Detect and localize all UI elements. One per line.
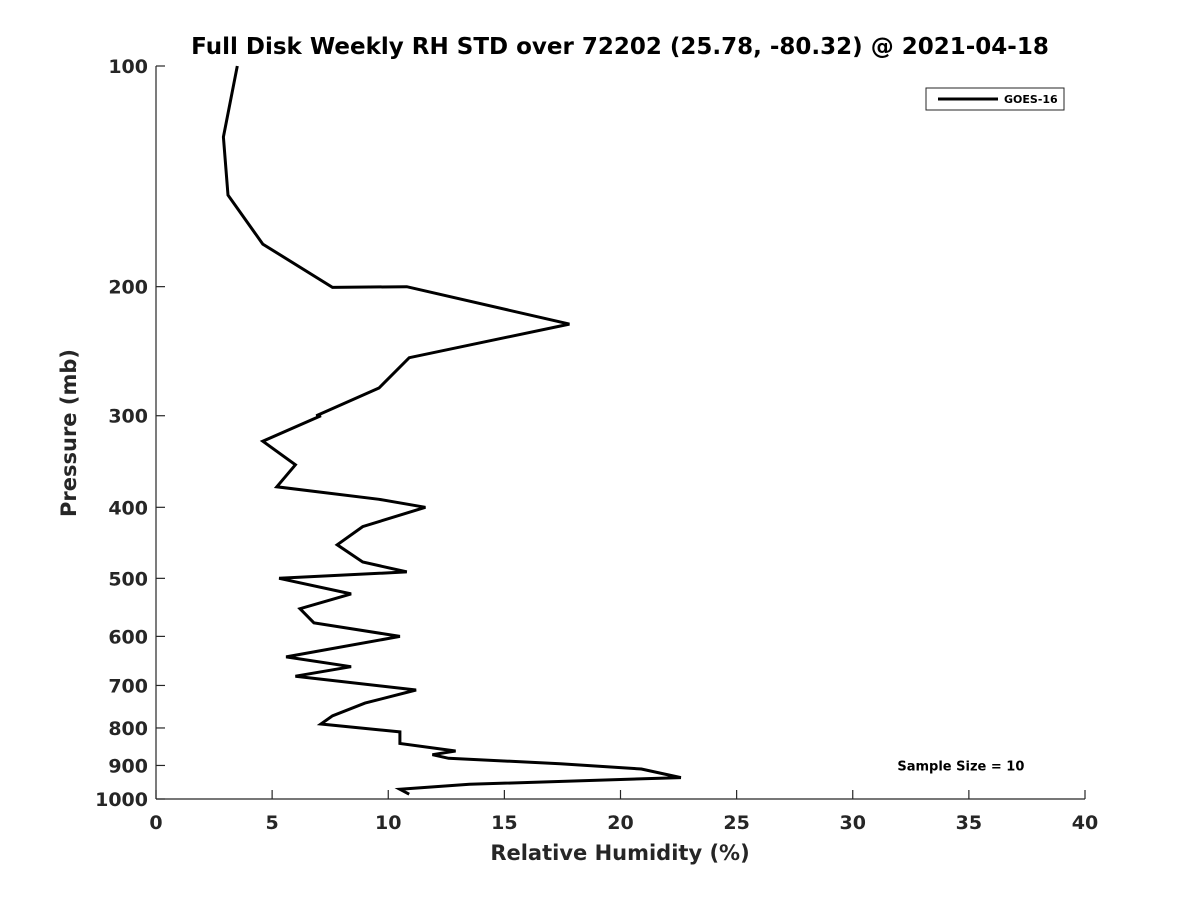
x-tick-label: 40 xyxy=(1072,812,1098,834)
x-tick-label: 10 xyxy=(375,812,401,834)
y-tick-label: 300 xyxy=(108,406,148,428)
legend-label: GOES-16 xyxy=(1004,93,1058,106)
x-tick-label: 5 xyxy=(266,812,279,834)
y-tick-label: 100 xyxy=(108,56,148,78)
x-tick-label: 15 xyxy=(491,812,517,834)
plot-area: 0 5 10 15 20 25 30 35 40 100 200 300 400 500 600 700 80… xyxy=(95,56,1098,834)
y-tick-label: 800 xyxy=(108,718,148,740)
y-tick-label: 400 xyxy=(108,497,148,519)
x-axis-ticks: 0 5 10 15 20 25 30 35 40 xyxy=(149,790,1098,834)
y-tick-label: 500 xyxy=(108,568,148,590)
x-tick-label: 20 xyxy=(607,812,633,834)
series-layer xyxy=(221,65,682,796)
chart-title: Full Disk Weekly RH STD over 72202 (25.7… xyxy=(191,34,1049,60)
y-axis-ticks: 100 200 300 400 500 600 700 800 900 1000 xyxy=(95,56,165,811)
y-tick-label: 900 xyxy=(108,755,148,777)
x-tick-label: 0 xyxy=(149,812,162,834)
series-line-0 xyxy=(221,65,682,796)
y-axis-title: Pressure (mb) xyxy=(57,349,81,517)
y-tick-label: 600 xyxy=(108,626,148,648)
y-tick-label: 700 xyxy=(108,675,148,697)
x-tick-label: 35 xyxy=(956,812,982,834)
sample-size-annotation: Sample Size = 10 xyxy=(897,759,1024,774)
x-tick-label: 30 xyxy=(840,812,866,834)
y-tick-label: 1000 xyxy=(95,789,148,811)
x-tick-label: 25 xyxy=(723,812,749,834)
y-tick-label: 200 xyxy=(108,277,148,299)
legend: GOES-16 xyxy=(925,87,1065,111)
x-axis-title: Relative Humidity (%) xyxy=(490,841,749,865)
